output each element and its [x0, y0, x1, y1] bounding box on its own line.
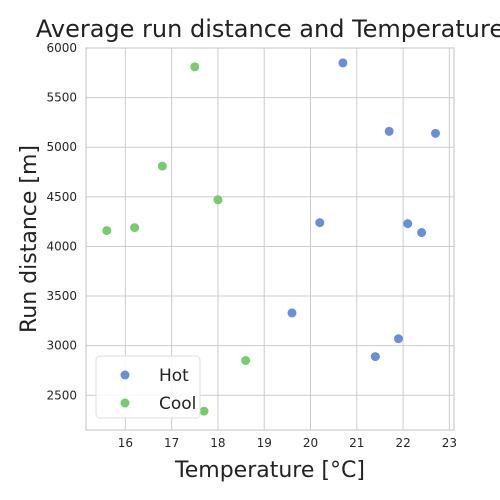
legend-marker-hot [120, 370, 130, 380]
data-point-hot [370, 352, 380, 362]
data-point-hot [417, 228, 427, 238]
data-point-hot [430, 128, 440, 138]
x-tick-label: 19 [257, 436, 272, 450]
data-point-cool [102, 226, 112, 236]
data-point-cool [241, 356, 251, 366]
legend-marker-cool [120, 398, 130, 408]
data-point-hot [393, 334, 403, 344]
data-point-cool [199, 406, 209, 416]
data-point-cool [190, 62, 200, 72]
data-point-cool [157, 161, 167, 171]
grid [86, 47, 454, 430]
x-axis-ticks: 16 17 18 19 20 21 22 23 [118, 436, 457, 450]
data-point-hot [384, 126, 394, 136]
y-tick-label: 3500 [46, 289, 77, 303]
y-tick-label: 4500 [46, 190, 77, 204]
data-points [102, 58, 440, 416]
x-tick-label: 21 [349, 436, 364, 450]
y-tick-label: 5500 [46, 91, 77, 105]
data-point-hot [403, 219, 413, 229]
x-tick-label: 23 [442, 436, 457, 450]
y-axis-label: Run distance [m] [17, 145, 42, 333]
legend: Hot Cool [95, 355, 201, 419]
data-point-hot [338, 58, 348, 68]
y-tick-label: 2500 [46, 388, 77, 402]
x-tick-label: 16 [118, 436, 133, 450]
plot-frame [85, 47, 455, 431]
x-tick-label: 20 [303, 436, 318, 450]
data-point-cool [213, 195, 223, 205]
y-axis-ticks: 2500 3000 3500 4000 4500 5000 5500 6000 [46, 41, 77, 402]
legend-label-cool: Cool [159, 394, 196, 414]
x-axis-label: Temperature [°C] [174, 458, 365, 483]
x-tick-label: 22 [395, 436, 410, 450]
legend-label-hot: Hot [159, 366, 189, 386]
data-point-hot [315, 218, 325, 228]
y-tick-label: 4000 [46, 239, 77, 253]
x-tick-label: 17 [164, 436, 179, 450]
data-point-hot [287, 308, 297, 318]
x-tick-label: 18 [210, 436, 225, 450]
data-point-cool [130, 223, 140, 233]
chart-title: Average run distance and Temperature [36, 15, 500, 43]
y-tick-label: 3000 [46, 339, 77, 353]
y-tick-label: 5000 [46, 140, 77, 154]
y-tick-label: 6000 [46, 41, 77, 55]
